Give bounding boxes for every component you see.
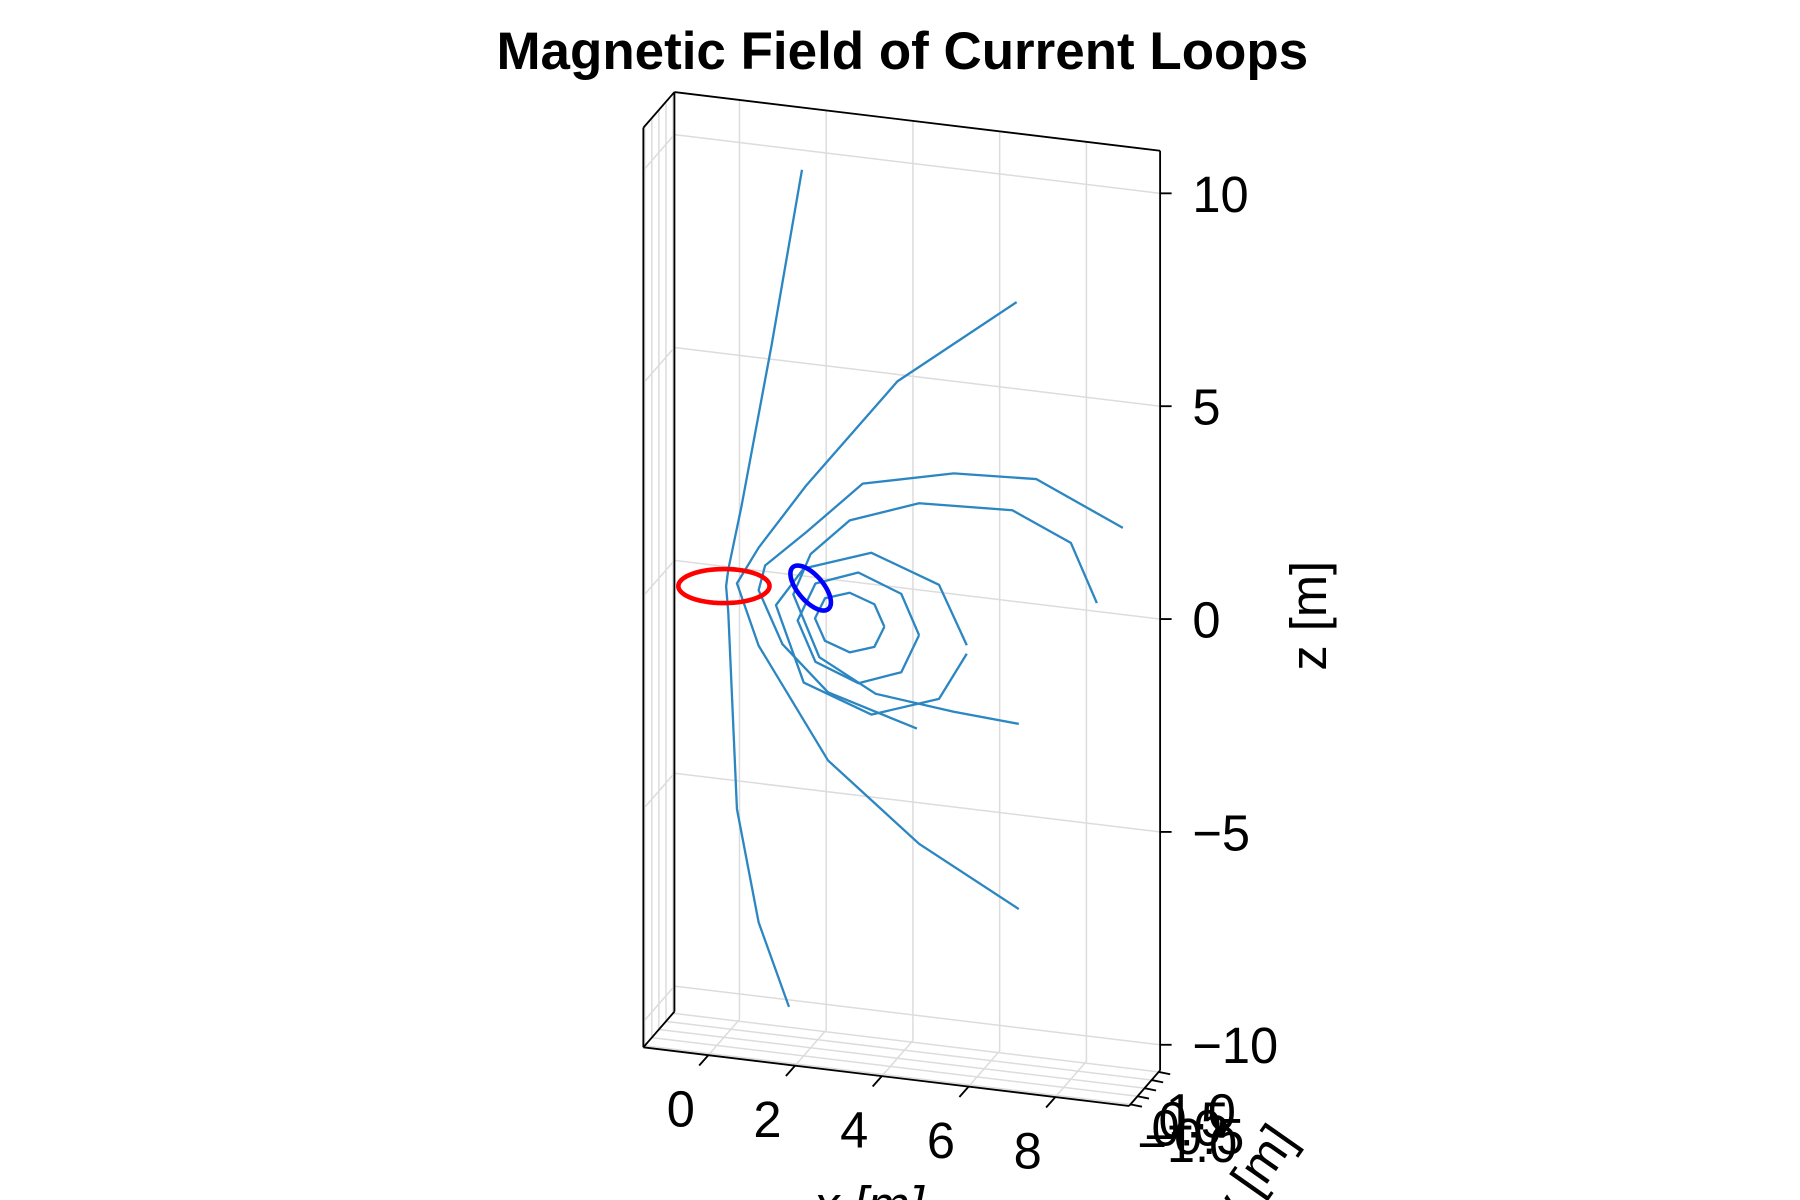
- field-line: [757, 472, 1124, 730]
- grid-line: [644, 1044, 1131, 1106]
- x-tick: [785, 1065, 796, 1077]
- x-tick: [698, 1054, 710, 1067]
- y-tick-label: −1.0: [1137, 1116, 1237, 1173]
- grid-line: [674, 985, 1161, 1046]
- y-tick-label: −0.5: [1144, 1108, 1244, 1165]
- axis-edge: [642, 1011, 676, 1048]
- x-axis-label: x [m]: [811, 1176, 926, 1200]
- x-tick-label: 0: [667, 1081, 695, 1138]
- axis-edge: [642, 91, 676, 129]
- grid-line: [651, 1036, 1138, 1098]
- y-tick: [1158, 1071, 1171, 1076]
- x-tick-label: 6: [927, 1112, 955, 1169]
- field-line: [724, 169, 804, 1008]
- y-tick: [1130, 1103, 1143, 1108]
- z-tick-label: 10: [1192, 166, 1248, 223]
- y-tick: [1144, 1087, 1157, 1092]
- chart-title: Magnetic Field of Current Loops: [496, 22, 1308, 81]
- grid-line: [674, 133, 1161, 195]
- z-tick-label: 0: [1192, 591, 1220, 648]
- x-tick: [1045, 1096, 1056, 1109]
- z-tick-label: −5: [1192, 804, 1250, 861]
- field-line: [735, 301, 1020, 911]
- field-line: [792, 502, 1098, 726]
- grid-line: [672, 1012, 1159, 1073]
- current-loop: [676, 566, 772, 606]
- y-tick-label: 1.0: [1166, 1083, 1236, 1140]
- x-tick: [958, 1086, 970, 1098]
- grid-line: [674, 559, 1161, 620]
- field-line: [813, 591, 886, 654]
- x-tick-label: 8: [1014, 1122, 1042, 1179]
- field-line: [796, 571, 921, 685]
- grid-line: [658, 1028, 1145, 1089]
- z-tick-label: −10: [1192, 1017, 1278, 1074]
- y-tick-label: 0.5: [1159, 1092, 1229, 1149]
- field-line: [774, 551, 968, 716]
- grid-line: [665, 1020, 1152, 1081]
- current-loop: [788, 563, 834, 613]
- x-tick-label: 4: [840, 1101, 868, 1158]
- x-tick-label: 2: [753, 1091, 781, 1148]
- x-tick: [871, 1075, 883, 1088]
- z-axis-label: z [m]: [1280, 561, 1337, 671]
- y-tick-label: 0.0: [1151, 1100, 1221, 1157]
- z-tick-label: 5: [1192, 379, 1220, 436]
- axis-edge: [674, 91, 1161, 152]
- y-tick: [1137, 1095, 1150, 1100]
- grid-line: [674, 346, 1161, 407]
- grid-line: [674, 772, 1161, 833]
- axis-edge: [643, 1046, 1130, 1107]
- y-tick: [1151, 1079, 1164, 1084]
